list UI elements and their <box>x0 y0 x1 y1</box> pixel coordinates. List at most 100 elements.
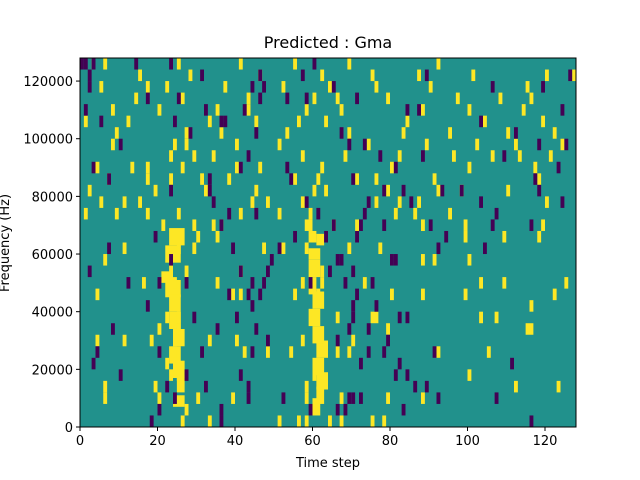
heatmap-cell-low <box>397 357 402 370</box>
y-tick-label: 80000 <box>32 190 73 205</box>
heatmap-cell-high <box>176 242 181 255</box>
x-tick-label: 40 <box>227 434 244 449</box>
heatmap-cell-low <box>91 357 96 370</box>
heatmap-cell-high <box>176 375 185 393</box>
heatmap-cell-low <box>207 173 212 185</box>
heatmap-cell-low <box>494 207 499 220</box>
heatmap-cell-low <box>80 58 84 70</box>
heatmap-cell-high <box>254 115 259 128</box>
heatmap-cell-low <box>289 173 294 185</box>
x-tick-label: 60 <box>304 434 321 449</box>
heatmap-cell-high <box>347 58 352 70</box>
heatmap-cell-high <box>161 219 166 231</box>
heatmap-cell-high <box>347 127 352 139</box>
heatmap-cell-low <box>262 81 266 93</box>
heatmap-cell-low <box>331 81 336 93</box>
heatmap-cell-high <box>494 311 499 324</box>
heatmap-cell-high <box>153 380 158 393</box>
heatmap-cell-high <box>483 115 487 128</box>
x-tick-label: 100 <box>455 434 480 449</box>
heatmap-cell-low <box>335 254 340 266</box>
heatmap-cell-high <box>374 81 379 93</box>
heatmap-cell-high <box>316 288 321 301</box>
heatmap-cell-high <box>506 127 511 139</box>
heatmap-cell-high <box>347 346 352 358</box>
heatmap-cell-high <box>386 392 390 404</box>
heatmap-cell-high <box>297 415 301 427</box>
heatmap-cell-high <box>506 184 511 197</box>
heatmap-cell-low <box>537 138 542 151</box>
heatmap-cell-high <box>374 196 379 208</box>
heatmap-cell-high <box>537 230 542 243</box>
heatmap-cell-high <box>312 92 317 105</box>
heatmap-cell-low <box>258 288 263 301</box>
heatmap-cell-low <box>483 242 487 255</box>
heatmap-cell-low <box>246 392 251 404</box>
heatmap-cell-low <box>366 346 371 358</box>
heatmap-cell-low <box>250 300 255 312</box>
y-axis-ticks: 0 20000 40000 60000 80000 100000 120000 <box>23 75 80 436</box>
heatmap-cell-high <box>308 230 313 243</box>
heatmap-cell-high <box>262 242 266 255</box>
heatmap-cell-high <box>312 326 325 344</box>
y-tick-label: 40000 <box>32 306 73 321</box>
heatmap-cell-high <box>277 207 282 220</box>
heatmap-cell-high <box>328 415 332 427</box>
heatmap-cell-low <box>134 58 139 70</box>
heatmap-cell-high <box>192 219 197 231</box>
heatmap-cell-low <box>374 300 379 312</box>
heatmap-cell-low <box>413 380 418 393</box>
heatmap-cell-low <box>479 115 483 128</box>
heatmap-cell-high <box>145 81 150 93</box>
heatmap-cell-low <box>355 288 359 301</box>
heatmap-cell-high <box>277 415 282 427</box>
heatmap-cell-low <box>494 392 499 404</box>
heatmap-cell-high <box>351 334 356 347</box>
heatmap-cell-high <box>545 69 549 82</box>
heatmap-cell-low <box>184 369 189 381</box>
heatmap-cell-low <box>269 254 274 266</box>
heatmap-cell-high <box>83 207 88 220</box>
heatmap-cell-high <box>533 161 538 174</box>
heatmap-cell-low <box>393 254 398 266</box>
heatmap-cell-high <box>169 265 173 278</box>
heatmap-cell-high <box>304 415 309 427</box>
heatmap-cell-high <box>238 288 243 301</box>
heatmap-cell-high <box>246 104 251 116</box>
heatmap-cell-low <box>169 184 173 197</box>
heatmap-cell-high <box>564 277 569 289</box>
heatmap-cell-low <box>382 346 387 358</box>
heatmap-cell-low <box>285 92 290 105</box>
heatmap-cell-high <box>258 161 263 174</box>
heatmap-cell-high <box>320 277 325 289</box>
heatmap-cell-high <box>176 323 181 335</box>
heatmap-cell-high <box>304 219 313 231</box>
heatmap-cell-high <box>421 288 425 301</box>
heatmap-cell-low <box>436 392 441 404</box>
heatmap-cell-high <box>502 230 507 243</box>
heatmap-cell-low <box>308 277 313 289</box>
heatmap-cell-high <box>266 196 270 208</box>
heatmap-cell-low <box>347 323 352 335</box>
heatmap-cell-high <box>173 346 177 358</box>
heatmap-cell-low <box>502 150 507 162</box>
heatmap-cell-high <box>297 115 301 128</box>
heatmap-cell-high <box>250 196 255 208</box>
heatmap-cell-low <box>444 230 449 243</box>
heatmap-cell-high <box>335 92 340 105</box>
heatmap-cell-low <box>359 357 363 370</box>
heatmap-cell-high <box>417 69 421 82</box>
heatmap-cell-high <box>308 259 321 278</box>
heatmap-cell-low <box>556 161 561 174</box>
heatmap-cell-high <box>300 277 305 289</box>
heatmap-cell-low <box>207 184 212 197</box>
heatmap-cell-high <box>374 311 379 324</box>
heatmap-cell-low <box>328 265 332 278</box>
heatmap-cell-high <box>138 69 142 82</box>
heatmap-cell-high <box>215 230 220 243</box>
heatmap-cell-low <box>149 415 154 427</box>
heatmap-cell-high <box>370 311 375 324</box>
heatmap-cell-high <box>176 369 181 381</box>
heatmap-cell-high <box>312 369 317 381</box>
heatmap-cell-high <box>95 161 100 174</box>
